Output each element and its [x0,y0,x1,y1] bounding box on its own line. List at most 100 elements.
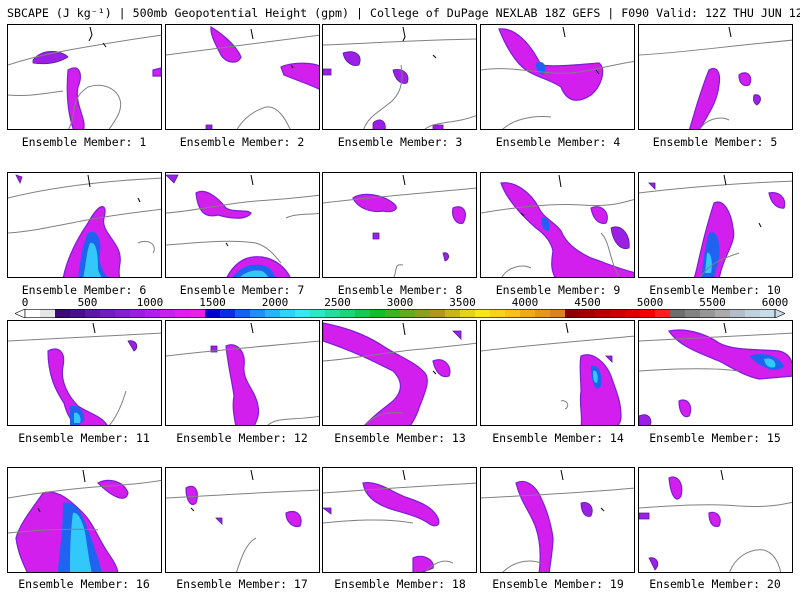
map-panel-6 [7,172,162,278]
coastline [432,370,437,375]
colorbar-tick-label: 4500 [574,296,601,309]
coastline [250,469,254,481]
colorbar-tick-label: 3000 [386,296,414,309]
map-panel-20 [638,467,793,573]
coastline [190,507,195,512]
map-panel-1 [7,24,162,130]
coastline [250,174,254,186]
colorbar-swatch [265,309,281,318]
colorbar-swatch [535,309,551,318]
panel-label-11: Ensemble Member: 11 [18,431,150,445]
panel-label-1: Ensemble Member: 1 [21,135,147,149]
height-contour [323,187,476,204]
panel-label-7: Ensemble Member: 7 [179,283,305,297]
height-contour [639,332,792,342]
cape-region [323,507,332,515]
map-panel-13 [322,320,477,426]
colorbar-swatch [145,309,161,318]
colorbar-swatch [130,309,146,318]
colorbar-swatch [415,309,431,318]
height-contour [285,212,319,219]
cape-region [352,193,397,213]
panel-label-19: Ensemble Member: 19 [492,577,624,591]
colorbar-swatch [700,309,716,318]
colorbar-swatch [550,309,566,318]
coastline [402,322,406,336]
cape-region [70,512,92,572]
colorbar-swatch [25,309,41,318]
coastline [137,197,141,203]
colorbar-tick-label: 5000 [636,296,664,309]
height-contour [363,64,403,129]
panel-label-16: Ensemble Member: 16 [18,577,150,591]
height-contour [502,560,542,572]
panel-label-14: Ensemble Member: 14 [492,431,624,445]
cape-region [580,501,593,517]
panel-label-13: Ensemble Member: 13 [334,431,466,445]
map-14 [481,322,634,425]
cape-region [605,355,613,363]
map-3 [323,26,476,129]
panel-label-2: Ensemble Member: 2 [179,135,305,149]
cape-region [240,270,269,277]
coastline [600,507,605,512]
cape-region [66,67,85,129]
panel-label-12: Ensemble Member: 12 [176,431,308,445]
map-panel-5 [638,24,793,130]
cape-region [83,242,102,277]
coastline [728,26,732,38]
map-panel-2 [165,24,320,130]
colorbar-swatch [715,309,731,318]
colorbar-swatch [190,309,206,318]
cape-region [32,50,69,65]
colorbar-swatch [55,309,71,318]
coastline [560,469,564,481]
colorbar [15,309,785,318]
height-contour [501,265,532,277]
colorbar-tick-label: 2500 [324,296,351,309]
cape-region [708,511,721,528]
cape-region [639,414,652,425]
cape-region [225,344,260,425]
panel-label-15: Ensemble Member: 15 [649,431,781,445]
colorbar-swatch [220,309,236,318]
coastline [290,64,294,69]
cape-region [753,94,761,106]
height-contour [236,537,257,572]
map-panel-17 [165,467,320,573]
cape-region [442,252,449,262]
height-contour [8,332,161,342]
coastline [37,507,41,513]
colorbar-swatch [235,309,251,318]
colorbar-swatch [115,309,131,318]
colorbar-swatch [625,309,641,318]
cape-region [668,476,683,500]
colorbar-swatch [730,309,746,318]
cape-region [280,62,319,90]
colorbar-tick-label: 1500 [199,296,226,309]
colorbar-swatch [280,309,296,318]
panel-label-20: Ensemble Member: 20 [649,577,781,591]
colorbar-swatch [460,309,476,318]
map-20 [639,469,792,572]
cape-region [15,174,23,185]
cape-region [639,512,650,520]
cape-region [541,217,550,231]
panel-label-18: Ensemble Member: 18 [334,577,466,591]
coastline [562,26,566,38]
cape-region [205,124,213,129]
cape-region [515,480,554,572]
map-1 [8,26,161,129]
colorbar-swatch [565,309,581,318]
cape-region [648,182,656,190]
map-11 [8,322,161,425]
cape-region [590,206,608,224]
panel-label-17: Ensemble Member: 17 [176,577,308,591]
height-contour [481,60,634,74]
colorbar-swatch [745,309,761,318]
map-panel-7 [165,172,320,278]
height-contour [137,240,155,254]
cape-region [648,557,659,571]
cape-region [610,226,630,250]
cape-region [668,329,792,380]
